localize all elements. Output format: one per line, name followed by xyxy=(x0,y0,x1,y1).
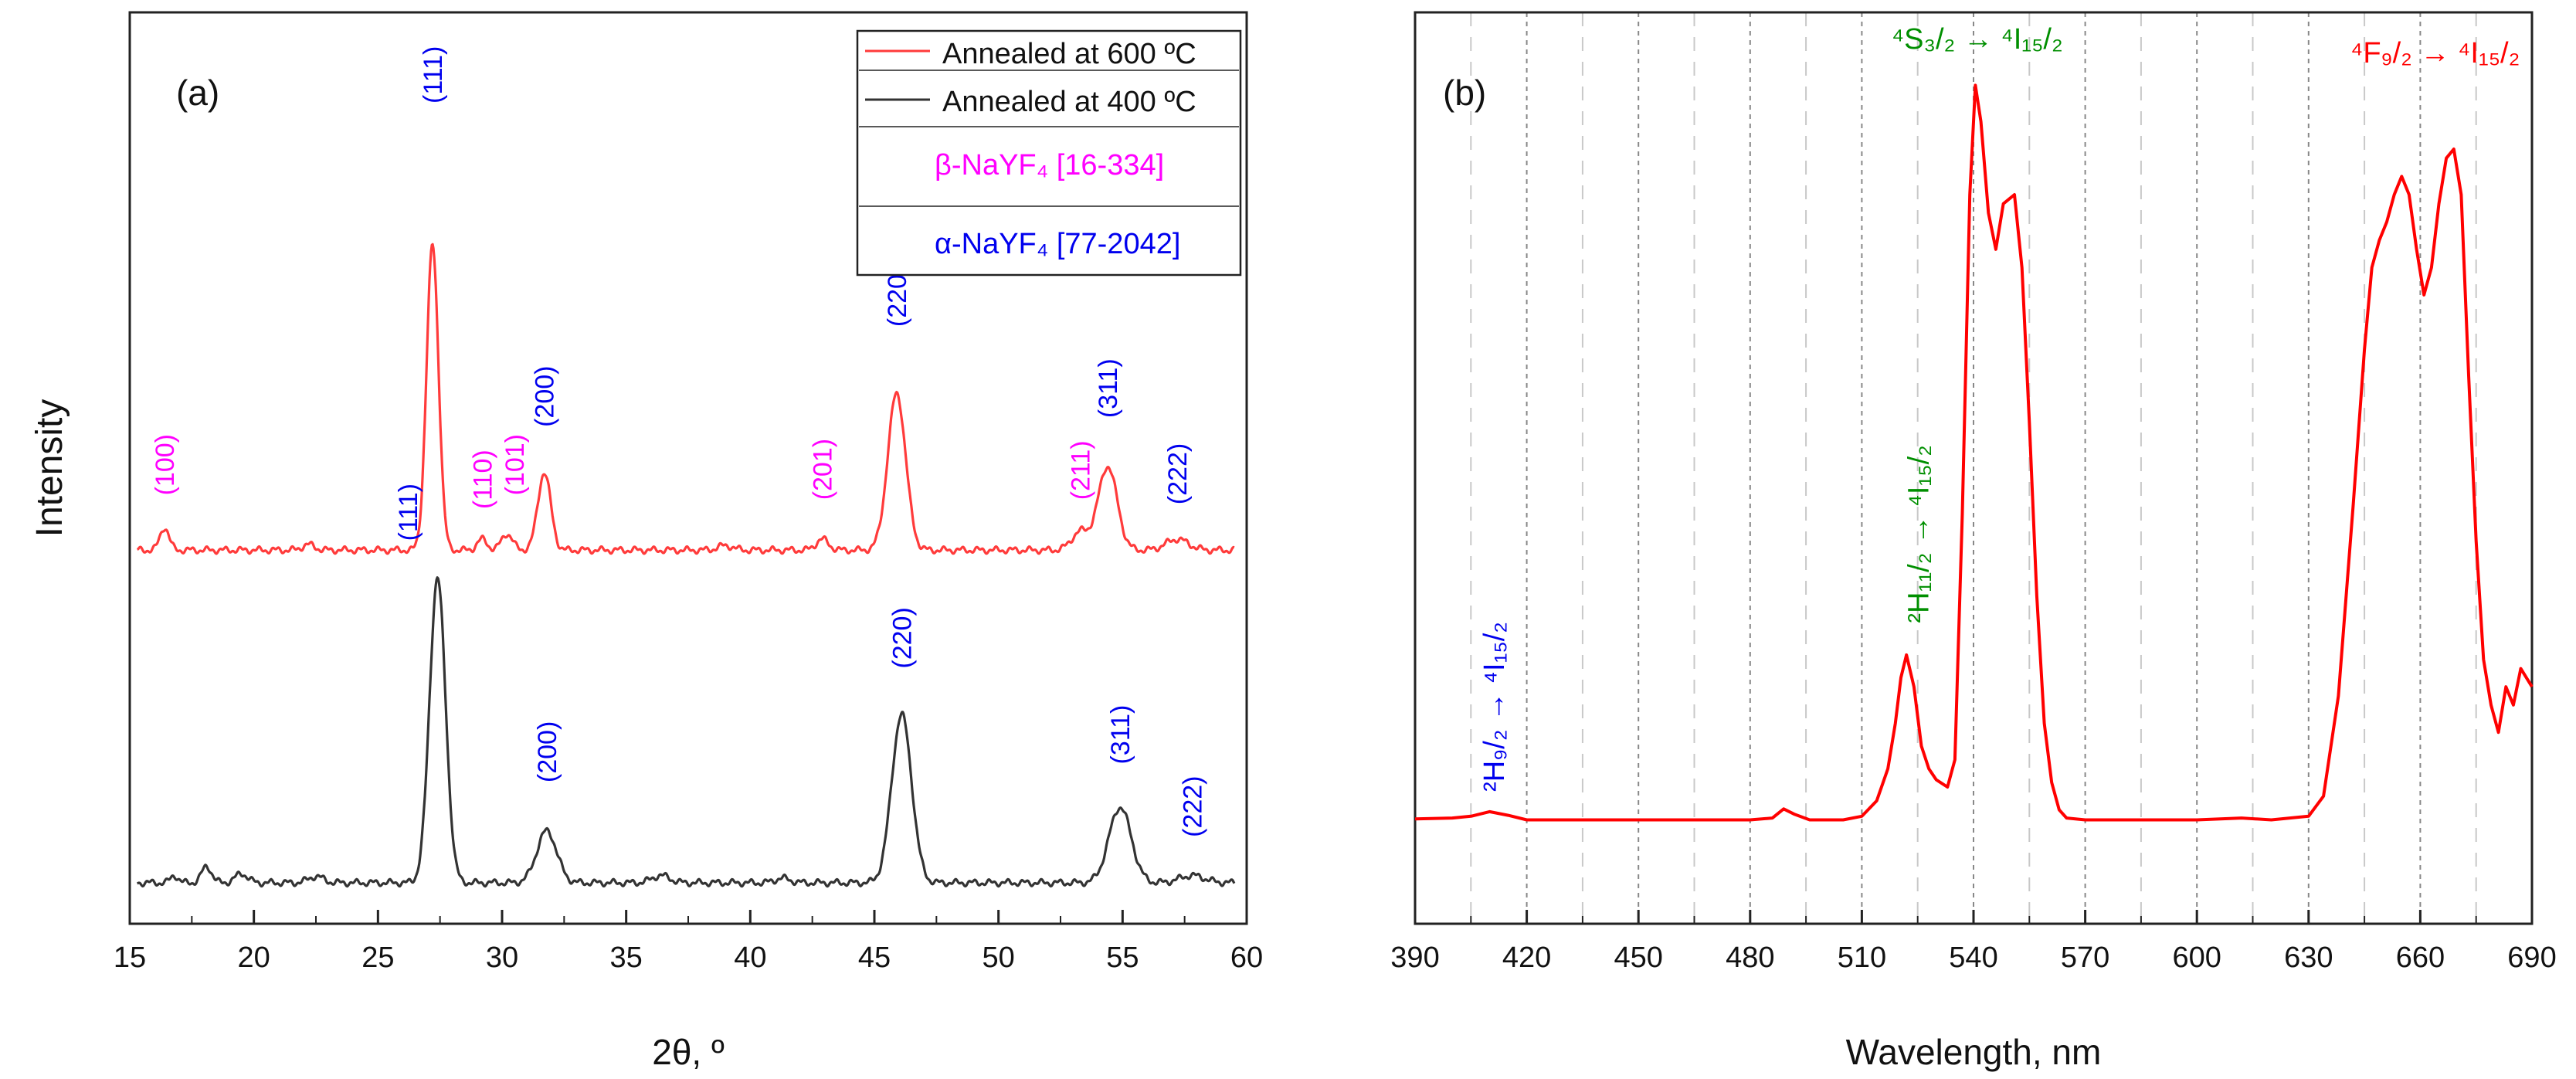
x-tick-label: 55 xyxy=(1106,942,1139,974)
x-tick-label: 15 xyxy=(114,942,146,974)
panel-a-label: (a) xyxy=(176,73,219,113)
legend-label-600: Annealed at 600 ºC xyxy=(942,38,1196,70)
peak-label: (111) xyxy=(419,46,448,103)
x-tick-label: 420 xyxy=(1502,942,1551,974)
x-tick-label: 60 xyxy=(1230,942,1263,974)
transition-label: ²H₉/₂ → ⁴I₁₅/₂ xyxy=(1478,622,1511,792)
peak-label: (222) xyxy=(1163,443,1193,504)
peak-label: (100) xyxy=(151,434,180,495)
x-tick-label: 20 xyxy=(238,942,270,974)
panel-a-y-axis-label: Intensity xyxy=(29,399,70,538)
x-tick-label: 510 xyxy=(1838,942,1886,974)
peak-label: (111) xyxy=(394,484,423,541)
legend-label-alpha: α-NaYF₄ [77-2042] xyxy=(935,228,1180,260)
peak-label: (211) xyxy=(1067,440,1096,500)
x-tick-label: 630 xyxy=(2284,942,2333,974)
peak-label: (220) xyxy=(888,607,917,668)
panel-b-label: (b) xyxy=(1443,73,1486,113)
legend-label-beta: β-NaYF₄ [16-334] xyxy=(935,149,1164,182)
panel-b-x-axis-label: Wavelength, nm xyxy=(1846,1032,2102,1072)
x-tick-label: 540 xyxy=(1949,942,1997,974)
peak-label: (200) xyxy=(533,721,562,782)
x-tick-label: 690 xyxy=(2507,942,2556,974)
x-tick-label: 450 xyxy=(1614,942,1662,974)
peak-label: (311) xyxy=(1106,705,1135,765)
x-tick-label: 35 xyxy=(610,942,643,974)
peak-label: (201) xyxy=(809,439,838,500)
x-tick-label: 660 xyxy=(2396,942,2445,974)
figure-background xyxy=(0,0,2576,1079)
x-tick-label: 45 xyxy=(858,942,891,974)
x-tick-label: 570 xyxy=(2061,942,2109,974)
x-tick-label: 25 xyxy=(361,942,394,974)
x-tick-label: 50 xyxy=(983,942,1015,974)
peak-label: (110) xyxy=(468,450,497,509)
peak-label: (101) xyxy=(501,434,530,495)
x-tick-label: 600 xyxy=(2172,942,2221,974)
transition-label: ⁴F₉/₂ → ⁴I₁₅/₂ xyxy=(2350,37,2520,70)
x-tick-label: 30 xyxy=(486,942,518,974)
legend-label-400: Annealed at 400 ºC xyxy=(942,86,1196,118)
peak-label: (200) xyxy=(531,366,560,427)
figure: (a) (100)(111)(110) (101)(200)(201)(220)(… xyxy=(0,0,2576,1079)
panel-a-x-axis-label: 2θ, º xyxy=(652,1032,725,1072)
panel-a-legend: Annealed at 600 ºC Annealed at 400 ºC β-… xyxy=(857,31,1240,275)
peak-label: (222) xyxy=(1178,776,1207,837)
x-tick-label: 390 xyxy=(1390,942,1439,974)
x-tick-label: 480 xyxy=(1726,942,1774,974)
x-tick-label: 40 xyxy=(734,942,766,974)
peak-label: (311) xyxy=(1094,358,1123,418)
transition-label: ⁴S₃/₂ → ⁴I₁₅/₂ xyxy=(1892,23,2063,56)
transition-label: ²H₁₁/₂ → ⁴I₁₅/₂ xyxy=(1903,445,1936,623)
